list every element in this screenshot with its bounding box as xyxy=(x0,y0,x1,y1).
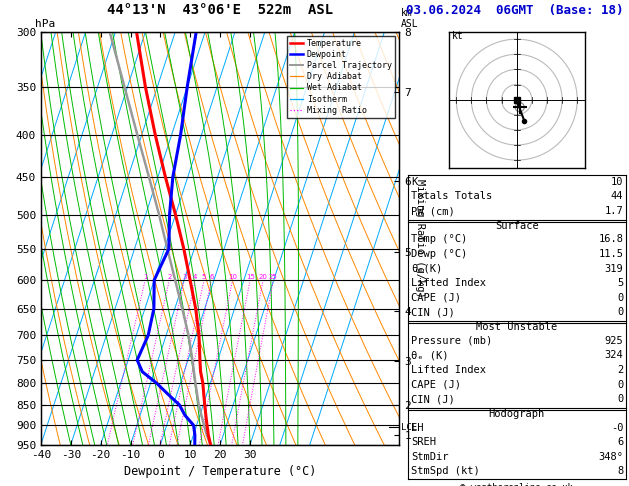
Text: Pressure (mb): Pressure (mb) xyxy=(411,336,493,346)
Text: 348°: 348° xyxy=(598,452,623,462)
Text: 5: 5 xyxy=(202,274,206,280)
Text: LCL: LCL xyxy=(401,423,417,432)
Text: 5: 5 xyxy=(617,278,623,288)
Text: SREH: SREH xyxy=(411,437,437,447)
Text: Surface: Surface xyxy=(495,221,538,231)
Text: 03.06.2024  06GMT  (Base: 18): 03.06.2024 06GMT (Base: 18) xyxy=(406,4,623,17)
Text: kt: kt xyxy=(452,31,464,41)
Text: Most Unstable: Most Unstable xyxy=(476,322,557,332)
Text: 1: 1 xyxy=(143,274,147,280)
Text: 25: 25 xyxy=(269,274,278,280)
Text: 10: 10 xyxy=(611,177,623,187)
Text: 8: 8 xyxy=(617,467,623,476)
Text: 1.7: 1.7 xyxy=(604,206,623,216)
Text: StmDir: StmDir xyxy=(411,452,449,462)
Text: 324: 324 xyxy=(604,350,623,361)
Text: Dewp (°C): Dewp (°C) xyxy=(411,249,467,259)
Text: hPa: hPa xyxy=(35,19,55,29)
Text: 6: 6 xyxy=(617,437,623,447)
Text: 0: 0 xyxy=(617,380,623,390)
Text: 3: 3 xyxy=(182,274,187,280)
X-axis label: Dewpoint / Temperature (°C): Dewpoint / Temperature (°C) xyxy=(124,465,316,478)
Text: θₑ (K): θₑ (K) xyxy=(411,350,449,361)
Text: 0: 0 xyxy=(617,394,623,404)
Text: CAPE (J): CAPE (J) xyxy=(411,293,461,303)
Text: 11.5: 11.5 xyxy=(598,249,623,259)
Text: 2: 2 xyxy=(617,365,623,375)
Text: 6: 6 xyxy=(209,274,214,280)
Text: Temp (°C): Temp (°C) xyxy=(411,235,467,244)
Text: 2: 2 xyxy=(167,274,172,280)
Text: km
ASL: km ASL xyxy=(401,8,419,29)
Text: 4: 4 xyxy=(193,274,198,280)
Text: 319: 319 xyxy=(604,264,623,274)
Text: Hodograph: Hodograph xyxy=(489,409,545,419)
Text: EH: EH xyxy=(411,423,424,433)
Text: StmSpd (kt): StmSpd (kt) xyxy=(411,467,480,476)
Text: 15: 15 xyxy=(246,274,255,280)
Text: 925: 925 xyxy=(604,336,623,346)
Legend: Temperature, Dewpoint, Parcel Trajectory, Dry Adiabat, Wet Adiabat, Isotherm, Mi: Temperature, Dewpoint, Parcel Trajectory… xyxy=(287,36,395,118)
Text: Totals Totals: Totals Totals xyxy=(411,191,493,202)
Text: 44: 44 xyxy=(611,191,623,202)
Text: -0: -0 xyxy=(611,423,623,433)
Text: 20: 20 xyxy=(259,274,267,280)
Y-axis label: Mixing Ratio (g/kg): Mixing Ratio (g/kg) xyxy=(415,179,425,297)
Text: 0: 0 xyxy=(617,308,623,317)
Text: 16.8: 16.8 xyxy=(598,235,623,244)
Text: CIN (J): CIN (J) xyxy=(411,308,455,317)
Text: θₑ(K): θₑ(K) xyxy=(411,264,443,274)
Text: 44°13'N  43°06'E  522m  ASL: 44°13'N 43°06'E 522m ASL xyxy=(107,3,333,17)
Text: PW (cm): PW (cm) xyxy=(411,206,455,216)
Text: Lifted Index: Lifted Index xyxy=(411,278,486,288)
Text: © weatheronline.co.uk: © weatheronline.co.uk xyxy=(460,483,573,486)
Text: CIN (J): CIN (J) xyxy=(411,394,455,404)
Text: 10: 10 xyxy=(228,274,237,280)
Text: 0: 0 xyxy=(617,293,623,303)
Text: CAPE (J): CAPE (J) xyxy=(411,380,461,390)
Text: K: K xyxy=(411,177,418,187)
Text: Lifted Index: Lifted Index xyxy=(411,365,486,375)
